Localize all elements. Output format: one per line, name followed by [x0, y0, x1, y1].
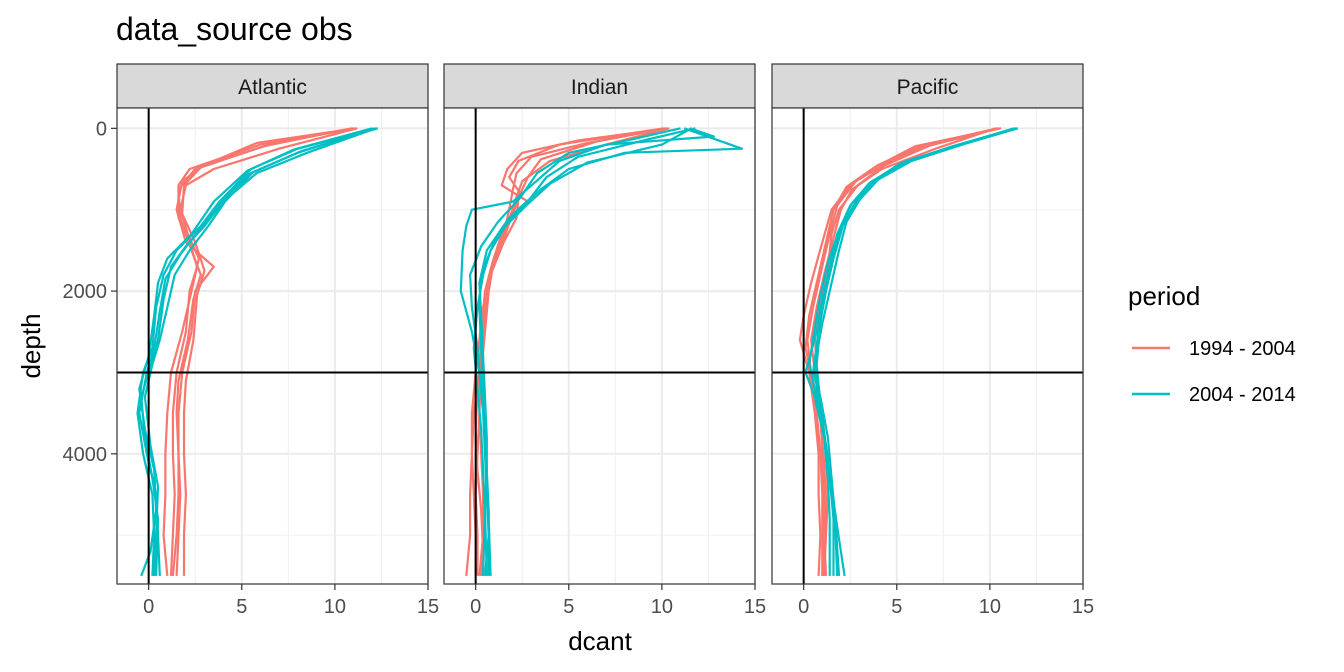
x-tick-label: 5 — [563, 596, 574, 618]
x-tick-label: 10 — [979, 596, 1001, 618]
facet-panel-atlantic: Atlantic 0 5 10 15 0 2000 4000 — [63, 63, 439, 618]
y-axis-title: depth — [16, 313, 46, 378]
y-tick-label: 0 — [96, 118, 107, 140]
x-tick-label: 0 — [798, 596, 809, 618]
profile-line-1994-2004 — [171, 127, 356, 576]
profile-line-1994-2004 — [478, 127, 664, 576]
legend: period 1994 - 2004 2004 - 2014 — [1128, 281, 1296, 406]
plot-title: data_source obs — [116, 11, 353, 47]
profile-line-1994-2004 — [474, 127, 668, 576]
x-axis-title: dcant — [568, 626, 632, 656]
profile-line-1994-2004 — [162, 127, 358, 576]
legend-entry-label: 1994 - 2004 — [1189, 338, 1296, 360]
facet-strip — [771, 63, 1084, 109]
facet-panel-indian: Indian 0 5 10 15 — [443, 63, 766, 618]
legend-title: period — [1128, 281, 1200, 311]
facet-strip-label: Indian — [571, 76, 628, 99]
x-tick-label: 15 — [744, 596, 766, 618]
profile-line-1994-2004 — [169, 127, 358, 576]
facet-panel-pacific: Pacific 0 5 10 15 — [771, 63, 1094, 618]
profile-line-2004-2014 — [138, 127, 375, 576]
y-tick-label: 4000 — [63, 444, 108, 466]
x-tick-label: 15 — [1072, 596, 1094, 618]
y-tick-label: 2000 — [63, 281, 108, 303]
facet-strip — [116, 63, 429, 109]
x-tick-label: 0 — [143, 596, 154, 618]
panel-border — [443, 107, 756, 585]
facet-strip-label: Atlantic — [238, 76, 307, 99]
x-tick-label: 5 — [891, 596, 902, 618]
legend-entry-label: 2004 - 2014 — [1189, 384, 1296, 406]
profile-line-2004-2014 — [808, 127, 1015, 576]
panel-background — [444, 108, 755, 584]
profile-line-2004-2014 — [815, 127, 1017, 576]
x-tick-label: 10 — [324, 596, 346, 618]
profile-line-2004-2014 — [143, 127, 379, 576]
profile-line-1994-2004 — [181, 127, 352, 576]
x-tick-label: 0 — [470, 596, 481, 618]
profile-line-1994-2004 — [806, 127, 998, 576]
facet-strip-label: Pacific — [897, 76, 959, 99]
profile-line-1994-2004 — [804, 127, 1002, 576]
panel-border — [116, 107, 429, 585]
x-tick-label: 15 — [417, 596, 439, 618]
panel-border — [771, 107, 1084, 585]
x-tick-label: 10 — [651, 596, 673, 618]
panel-background — [117, 108, 428, 584]
profile-line-2004-2014 — [478, 127, 693, 576]
x-tick-label: 5 — [236, 596, 247, 618]
